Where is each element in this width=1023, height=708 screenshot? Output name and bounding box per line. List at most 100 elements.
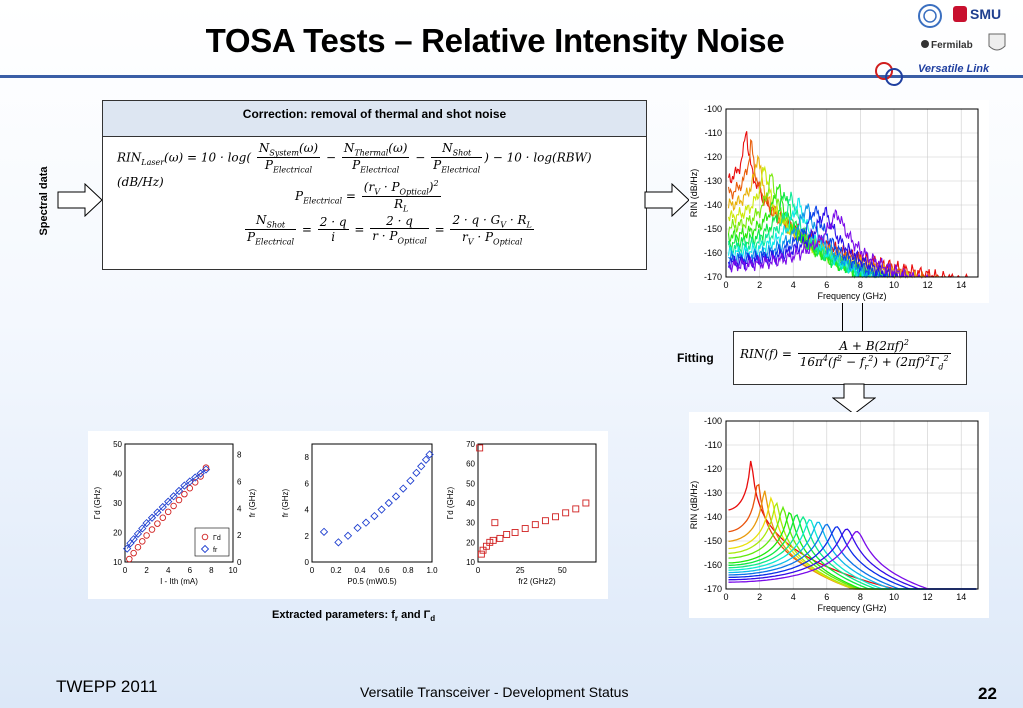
data-point-diamond	[191, 473, 200, 482]
data-point-circle	[170, 502, 177, 510]
correction-box: Correction: removal of thermal and shot …	[102, 100, 647, 270]
smu-text: SMU	[970, 6, 1001, 22]
x-tick-label: 0.6	[378, 566, 390, 575]
arrow-right-icon	[644, 183, 690, 217]
fermilab-text: Fermilab	[931, 40, 973, 51]
x-tick-label: 0	[123, 566, 128, 575]
y-tick-label: 70	[466, 440, 475, 449]
data-point-square	[541, 517, 549, 525]
x-tick-label: 14	[956, 592, 966, 602]
x-axis-label: Frequency (GHz)	[817, 291, 886, 301]
x-tick-label: 4	[166, 566, 171, 575]
x-tick-label: 0.4	[354, 566, 366, 575]
data-point-diamond	[158, 502, 167, 512]
data-point-diamond	[406, 476, 415, 485]
correction-header: Correction: removal of thermal and shot …	[103, 101, 646, 137]
data-point-circle	[134, 543, 142, 551]
data-point-diamond	[196, 469, 205, 478]
data-point-circle	[181, 490, 188, 498]
x-tick-label: 25	[516, 566, 525, 575]
data-point-diamond	[164, 497, 173, 506]
x-tick-label: 14	[956, 280, 966, 290]
rin-laser-equation: RINLaser(ω) = 10 · log( NSystem(ω) PElect…	[117, 141, 592, 189]
y-tick-label: 20	[466, 538, 475, 547]
data-point-square	[552, 513, 559, 521]
fitting-equation: RIN(f) = A + B(2πf)2 16π4(f2 − fr2) + (2π…	[740, 338, 951, 372]
y-axis-label: fr (GHz)	[281, 488, 290, 517]
y-tick-label: 40	[466, 499, 475, 508]
y-tick-label: 40	[113, 470, 122, 479]
data-point-circle	[143, 532, 150, 539]
x-tick-label: 0	[310, 566, 315, 575]
data-point-circle	[139, 538, 146, 545]
y2-tick-label: 2	[237, 531, 242, 540]
data-point-square	[531, 521, 539, 529]
x-tick-label: 6	[824, 280, 829, 290]
legend-label: Γd	[213, 535, 221, 542]
data-point-diamond	[180, 481, 189, 490]
data-point-diamond	[129, 535, 138, 544]
plot-frame	[477, 443, 597, 563]
y-tick-label: 10	[113, 558, 122, 567]
y2-tick-label: 6	[237, 478, 242, 487]
plot-frame	[725, 420, 979, 590]
y-axis-label-left: Γd (GHz)	[93, 486, 102, 519]
data-point-diamond	[412, 468, 421, 477]
smu-logo-icon	[953, 6, 967, 22]
y-tick-label: -140	[704, 512, 722, 522]
rin-fitted-chart: 0 2 4 6 8 10 12 14 -100 -110 -120 -130 -140 -150 -160 -…	[689, 416, 979, 613]
x-tick-label: 10	[229, 566, 238, 575]
y2-tick-label: 8	[237, 451, 242, 460]
x-tick-label: 0.8	[402, 566, 414, 575]
data-point-square	[477, 550, 485, 558]
x-tick-label: 0	[476, 566, 481, 575]
data-point-circle	[202, 464, 210, 471]
x-tick-label: 0	[723, 280, 728, 290]
x-tick-label: 4	[791, 592, 796, 602]
y-tick-label: -120	[704, 464, 722, 474]
connector-left	[842, 303, 843, 331]
data-point-diamond	[138, 524, 147, 533]
data-point-diamond	[425, 450, 434, 459]
rin-series-line	[728, 530, 977, 590]
data-point-diamond	[399, 484, 408, 493]
x-tick-label: 8	[209, 566, 214, 575]
extracted-caption-main: Extracted parameters: f	[272, 609, 395, 621]
y-tick-label: 0	[305, 558, 310, 567]
data-point-circle	[164, 508, 172, 516]
cern-logo-icon	[918, 4, 942, 28]
fitting-label: Fitting	[677, 351, 714, 365]
arrow-down-icon	[832, 383, 876, 415]
legend-box	[194, 527, 230, 557]
plot-frame	[311, 443, 433, 563]
y-tick-label: -110	[705, 128, 722, 138]
x-axis-label: fr2 (GHz2)	[518, 577, 556, 586]
data-point-circle	[201, 533, 209, 541]
data-point-diamond	[319, 527, 329, 536]
data-point-diamond	[384, 498, 393, 508]
extracted-caption: Extracted parameters: fr and Γd	[272, 609, 435, 623]
y-tick-label: 50	[113, 440, 122, 449]
data-point-square	[562, 509, 570, 517]
x-tick-label: 6	[824, 592, 829, 602]
y-tick-label: -170	[704, 584, 722, 594]
versatile-link-text: Versatile Link	[918, 63, 990, 75]
x-axis-label: Frequency (GHz)	[817, 603, 886, 613]
x-tick-label: 10	[889, 280, 899, 290]
data-point-diamond	[153, 508, 162, 517]
extracted-caption-sub-d: d	[430, 614, 436, 624]
data-point-diamond	[200, 544, 210, 554]
data-point-diamond	[133, 529, 143, 538]
header-rule	[0, 75, 1023, 78]
data-point-circle	[159, 514, 167, 521]
spectral-data-label: Spectral data	[38, 166, 50, 236]
y-tick-label: -130	[704, 488, 722, 498]
y-tick-label: -120	[704, 152, 722, 162]
x-tick-label: 1.0	[426, 566, 438, 575]
data-point-diamond	[123, 544, 132, 553]
y-tick-label: -150	[704, 536, 722, 546]
y-tick-label: 30	[113, 499, 122, 508]
y-tick-label: 50	[466, 479, 475, 488]
y-tick-label: -130	[704, 176, 722, 186]
p-electrical-equation: PElectrical = (rV · POptical)2 RL	[295, 179, 441, 214]
